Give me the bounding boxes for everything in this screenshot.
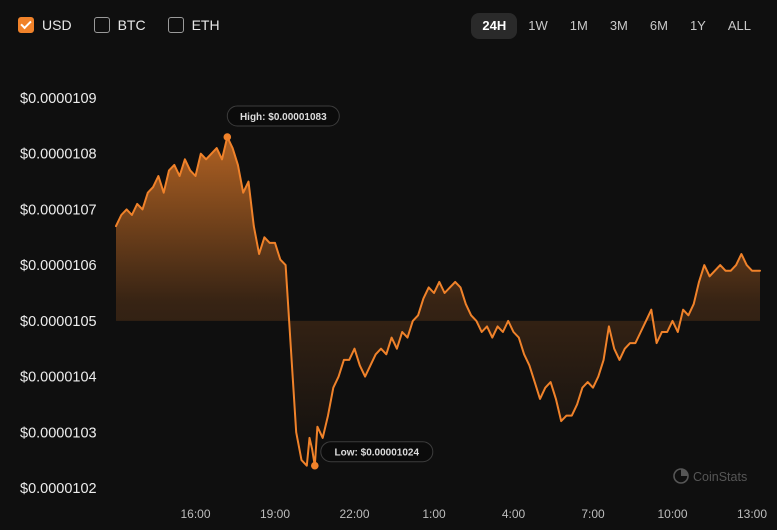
area-fill-layer	[116, 137, 760, 466]
x-tick-label: 7:00	[581, 507, 605, 521]
currency-toggle-btc[interactable]: BTC	[93, 17, 146, 33]
watermark: CoinStats	[673, 468, 747, 484]
x-tick-label: 10:00	[657, 507, 687, 521]
x-tick-label: 1:00	[422, 507, 446, 521]
annotation-pill	[320, 441, 434, 463]
annotation-marker	[311, 461, 319, 470]
x-tick-label: 19:00	[260, 507, 290, 521]
y-tick-label: $0.0000107	[20, 202, 97, 218]
checkbox-icon[interactable]	[167, 17, 184, 33]
currency-toggle-label: ETH	[191, 17, 220, 33]
range-button-1w[interactable]: 1W	[528, 18, 548, 33]
annotation-label: Low: $0.00001024	[335, 448, 420, 459]
high-annotation: High: $0.00001083	[223, 105, 340, 141]
currency-toggle-label: BTC	[117, 17, 146, 33]
price-line	[115, 136, 761, 467]
range-button-1y[interactable]: 1Y	[689, 18, 706, 33]
low-annotation: Low: $0.00001024	[311, 441, 434, 470]
price-area-fill	[116, 137, 760, 466]
y-tick-label: $0.0000103	[20, 425, 97, 441]
range-button-1m[interactable]: 1M	[569, 18, 588, 33]
annotations: High: $0.00001083 Low: $0.00001024	[223, 105, 434, 470]
x-tick-label: 4:00	[502, 507, 526, 521]
line-layer	[115, 136, 761, 467]
currency-toggle-usd[interactable]: USD	[18, 17, 72, 33]
range-button-24h[interactable]: 24H	[471, 13, 518, 39]
range-button-all[interactable]: ALL	[727, 18, 751, 33]
y-tick-label: $0.0000106	[20, 258, 97, 274]
checkbox-icon[interactable]	[93, 17, 110, 33]
coinstats-logo-slice	[681, 469, 688, 476]
y-axis: $0.0000109 $0.0000108 $0.0000107 $0.0000106…	[20, 91, 97, 497]
y-tick-label: $0.0000104	[20, 370, 97, 386]
checkbox-checked-icon[interactable]	[18, 17, 34, 33]
annotation-label: High: $0.00001083	[240, 112, 327, 123]
annotation-marker	[223, 133, 232, 141]
annotation-pill	[226, 105, 340, 127]
y-tick-label: $0.0000105	[20, 314, 97, 330]
currency-toggle-label: USD	[42, 17, 72, 33]
time-range-selector: 24H 1W 1M 3M 6M 1Y ALL	[471, 13, 762, 39]
x-tick-label: 22:00	[339, 507, 369, 521]
y-tick-label: $0.0000102	[20, 481, 97, 497]
currency-selector: USD BTC ETH	[18, 17, 220, 33]
y-tick-label: $0.0000108	[20, 147, 97, 163]
range-button-6m[interactable]: 6M	[649, 18, 668, 33]
x-axis: 16:00 19:00 22:00 1:00 4:00 7:00 10:00 13:00	[180, 507, 767, 521]
currency-toggle-eth[interactable]: ETH	[167, 17, 220, 33]
y-tick-label: $0.0000109	[20, 91, 97, 107]
range-button-3m[interactable]: 3M	[609, 18, 628, 33]
x-tick-label: 13:00	[737, 507, 767, 521]
x-tick-label: 16:00	[180, 507, 210, 521]
watermark-text: CoinStats	[693, 470, 747, 484]
